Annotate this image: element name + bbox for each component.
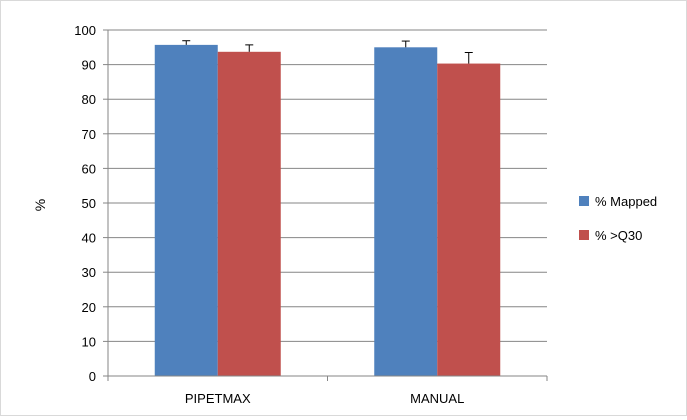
y-tick-label: 40 <box>82 231 96 246</box>
y-tick-label: 10 <box>82 334 96 349</box>
bars <box>154 44 501 377</box>
legend-label: % Mapped <box>595 194 657 209</box>
y-tick-label: 60 <box>82 161 96 176</box>
legend-swatch <box>579 230 589 240</box>
axes <box>103 29 548 381</box>
bar-manual-mapped <box>374 47 438 377</box>
y-tick-label: 80 <box>82 92 96 107</box>
y-tick-label: 100 <box>74 23 96 38</box>
bar-manual-q30 <box>437 63 501 376</box>
bar-pipetmax-q30 <box>217 51 281 376</box>
bar-pipetmax-mapped <box>154 44 218 377</box>
legend-swatch <box>579 196 589 206</box>
error-bars <box>182 40 473 64</box>
y-tick-labels: 0 10 20 30 40 50 60 70 80 90 100 <box>74 23 96 384</box>
y-axis-label: % <box>32 199 48 211</box>
legend-label: % >Q30 <box>595 228 642 243</box>
y-tick-label: 20 <box>82 300 96 315</box>
y-tick-label: 70 <box>82 127 96 142</box>
x-tick-label: MANUAL <box>410 391 464 406</box>
y-tick-label: 30 <box>82 265 96 280</box>
x-tick-labels: PIPETMAX MANUAL <box>185 391 464 406</box>
y-tick-label: 90 <box>82 58 96 73</box>
y-tick-label: 0 <box>89 369 96 384</box>
legend: % Mapped % >Q30 <box>579 194 657 243</box>
y-tick-label: 50 <box>82 196 96 211</box>
x-tick-label: PIPETMAX <box>185 391 251 406</box>
